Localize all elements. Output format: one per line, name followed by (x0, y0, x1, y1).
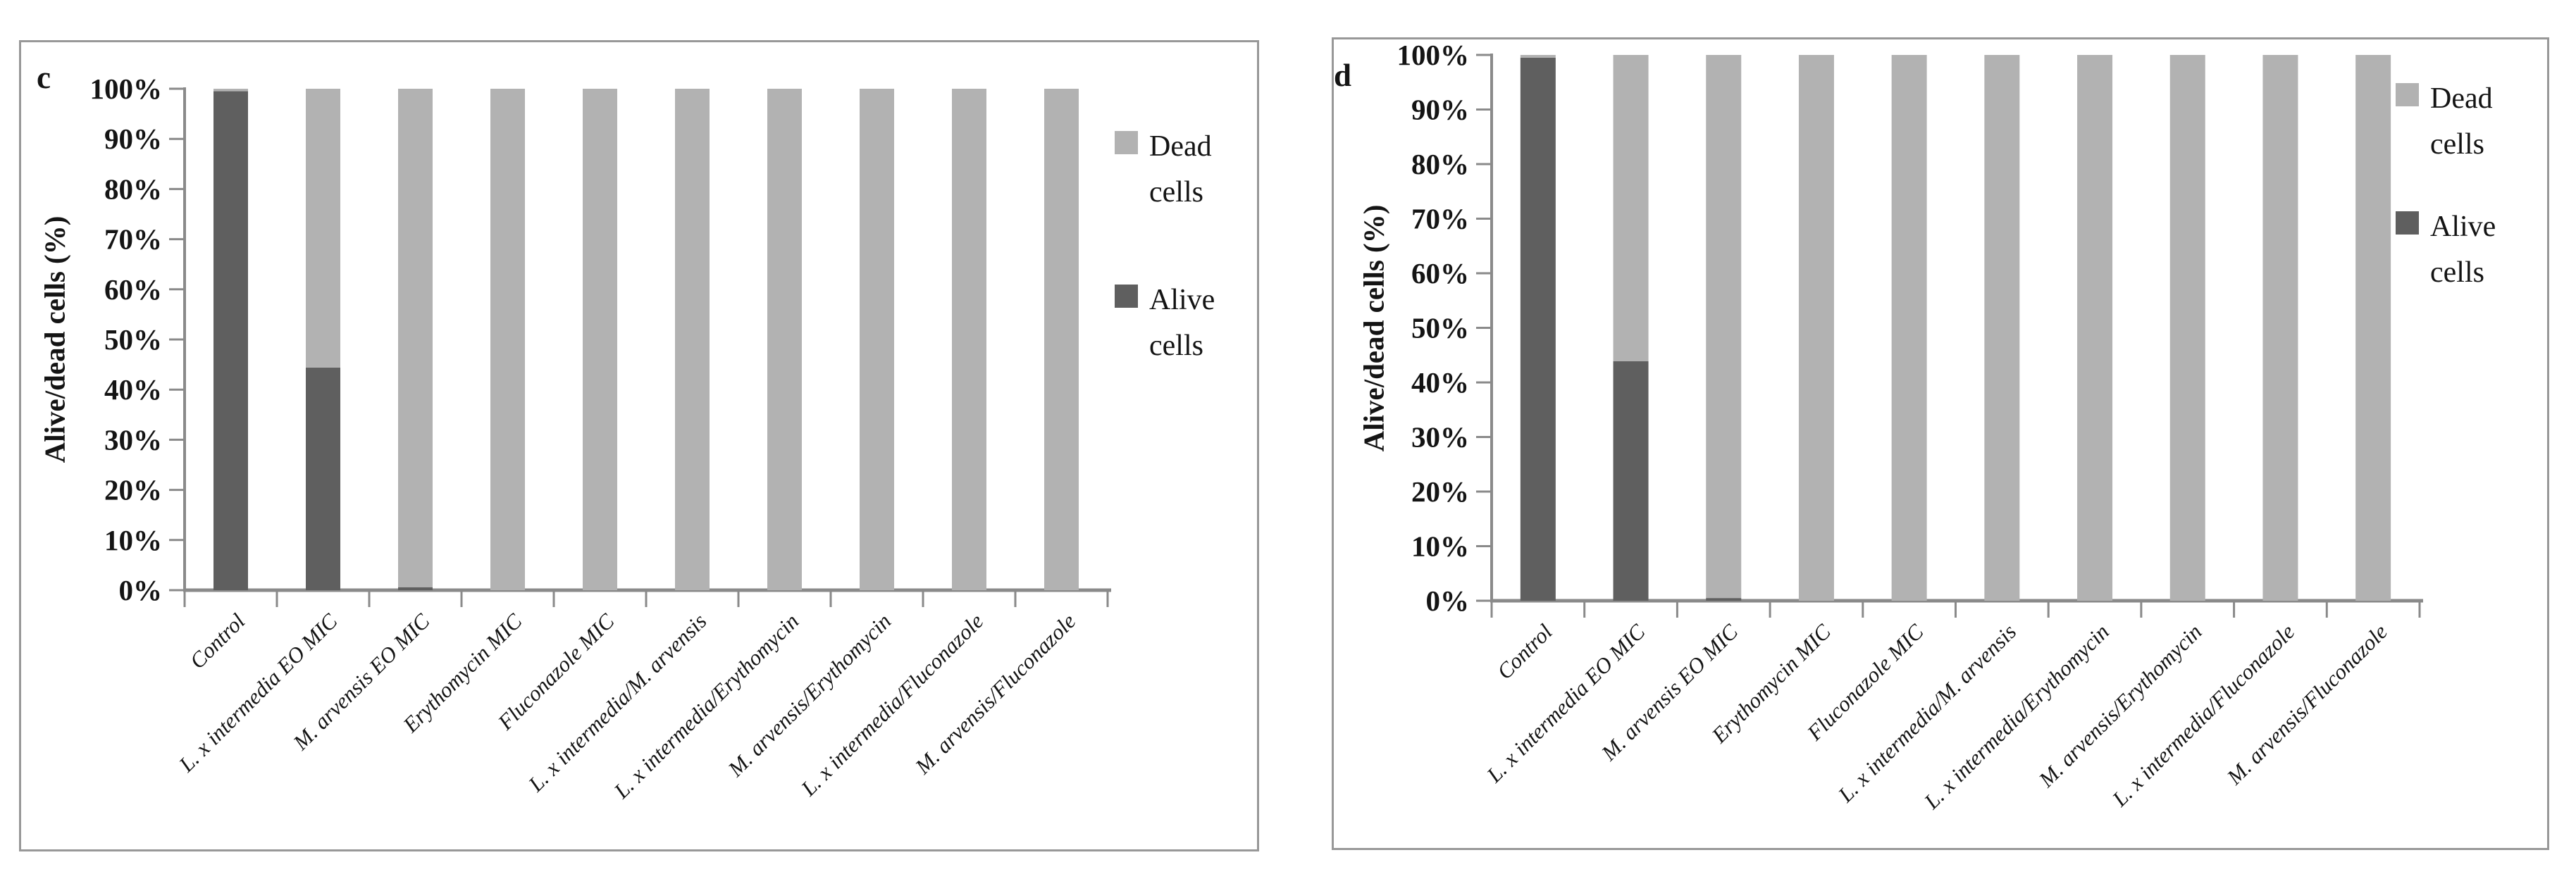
y-tick-label: 60% (104, 273, 162, 306)
legend-swatch-dead-cells (1115, 131, 1138, 154)
bar-dead-segment (1044, 89, 1079, 590)
legend-label-line: cells (2430, 128, 2484, 161)
panel-label-d: d (1334, 58, 1352, 93)
y-tick-label: 0% (1426, 585, 1470, 617)
bar-dead-segment (1520, 55, 1556, 58)
x-category-label: L. x intermedia/M. arvensis (523, 608, 711, 797)
y-tick-label: 50% (1411, 312, 1469, 344)
x-category-label: M. arvensis/Fluconazole (2222, 619, 2392, 789)
legend-label-line: Dead (1149, 130, 1212, 163)
legend-label-dead-cells: Dead cells (2430, 76, 2493, 168)
y-tick-label: 40% (104, 373, 162, 406)
x-category-label: L. x intermedia EO MIC (173, 608, 342, 777)
bar-dead-segment (398, 89, 433, 587)
y-tick-label: 30% (104, 423, 162, 456)
bar-dead-segment (2262, 55, 2298, 601)
legend-entry-alive-cells: Alive cells (2396, 204, 2496, 296)
legend-swatch-dead-cells (2396, 83, 2419, 106)
bar-dead-segment (1891, 55, 1927, 601)
x-category-label: M. arvensis/Erythomycin (2033, 619, 2207, 792)
bar-dead-segment (860, 89, 894, 590)
legend-entry-dead-cells: Dead cells (1115, 124, 1212, 216)
legend-label-alive-cells: Alive cells (1149, 277, 1215, 369)
y-tick-label: 100% (90, 73, 163, 105)
legend-label-line: Dead (2430, 82, 2493, 115)
y-tick-label: 0% (119, 574, 163, 606)
x-category-label: L. x intermedia/Erythomycin (609, 608, 804, 804)
legend-swatch-alive-cells (2396, 211, 2419, 235)
y-axis-title-d: Alive/dead cells (%) (1357, 204, 1390, 452)
y-tick-label: 70% (1411, 203, 1469, 235)
panel-label-c: c (37, 60, 51, 95)
bar-dead-segment (1706, 55, 1742, 599)
bar-alive-segment (1706, 598, 1742, 601)
y-tick-label: 50% (104, 323, 162, 356)
legend-label-line: cells (2430, 256, 2484, 289)
panel-d-frame (1332, 37, 2549, 850)
x-category-label: M. arvensis/Erythomycin (723, 608, 896, 782)
bar-alive-segment (306, 367, 340, 590)
legend-entry-alive-cells: Alive cells (1115, 277, 1215, 369)
y-tick-label: 10% (104, 524, 162, 556)
y-tick-label: 70% (104, 223, 162, 256)
y-tick-label: 80% (1411, 148, 1469, 180)
y-tick-label: 90% (1411, 94, 1469, 126)
y-tick-label: 40% (1411, 366, 1469, 399)
bar-dead-segment (1984, 55, 2020, 601)
bar-dead-segment (2077, 55, 2113, 601)
legend-label-dead-cells: Dead cells (1149, 124, 1212, 216)
panel-c-frame (19, 40, 1259, 851)
bar-dead-segment (1613, 55, 1649, 361)
y-tick-label: 30% (1411, 421, 1469, 454)
bar-dead-segment (490, 89, 525, 590)
y-tick-label: 60% (1411, 257, 1469, 289)
bar-dead-segment (952, 89, 986, 590)
bar-dead-segment (583, 89, 617, 590)
x-category-label: Control (185, 608, 249, 673)
y-tick-label: 20% (1411, 475, 1469, 508)
x-category-label: L. x intermedia/Erythomycin (1919, 619, 2114, 814)
bar-alive-segment (213, 91, 248, 590)
bar-dead-segment (1798, 55, 1834, 601)
x-category-label: Control (1492, 619, 1557, 684)
y-axis-title-c: Alive/dead cells (%) (38, 216, 71, 463)
y-tick-label: 80% (104, 173, 162, 205)
x-category-label: M. arvensis/Fluconazole (910, 608, 1080, 779)
bar-dead-segment (2169, 55, 2205, 601)
legend-swatch-alive-cells (1115, 285, 1138, 308)
bar-alive-segment (398, 587, 433, 590)
legend-label-line: cells (1149, 176, 1203, 209)
x-category-label: L. x intermedia/Fluconazole (2107, 619, 2299, 811)
y-tick-label: 100% (1397, 39, 1470, 71)
legend-label-line: Alive (1149, 284, 1215, 316)
legend-label-line: cells (1149, 330, 1203, 363)
legend-label-line: Alive (2430, 211, 2496, 243)
bar-dead-segment (306, 89, 340, 368)
bar-alive-segment (1520, 57, 1556, 601)
bar-alive-segment (1613, 361, 1649, 601)
bar-dead-segment (767, 89, 802, 590)
x-category-label: L. x intermedia EO MIC (1481, 619, 1649, 787)
y-tick-label: 20% (104, 474, 162, 506)
y-tick-label: 90% (104, 123, 162, 155)
x-category-label: L. x intermedia/M. arvensis (1833, 619, 2021, 807)
bar-dead-segment (213, 89, 248, 92)
bar-dead-segment (675, 89, 710, 590)
legend-entry-dead-cells: Dead cells (2396, 76, 2493, 168)
x-category-label: L. x intermedia/Fluconazole (795, 608, 988, 801)
legend-label-alive-cells: Alive cells (2430, 204, 2496, 296)
bar-dead-segment (2355, 55, 2391, 601)
y-tick-label: 10% (1411, 530, 1469, 563)
